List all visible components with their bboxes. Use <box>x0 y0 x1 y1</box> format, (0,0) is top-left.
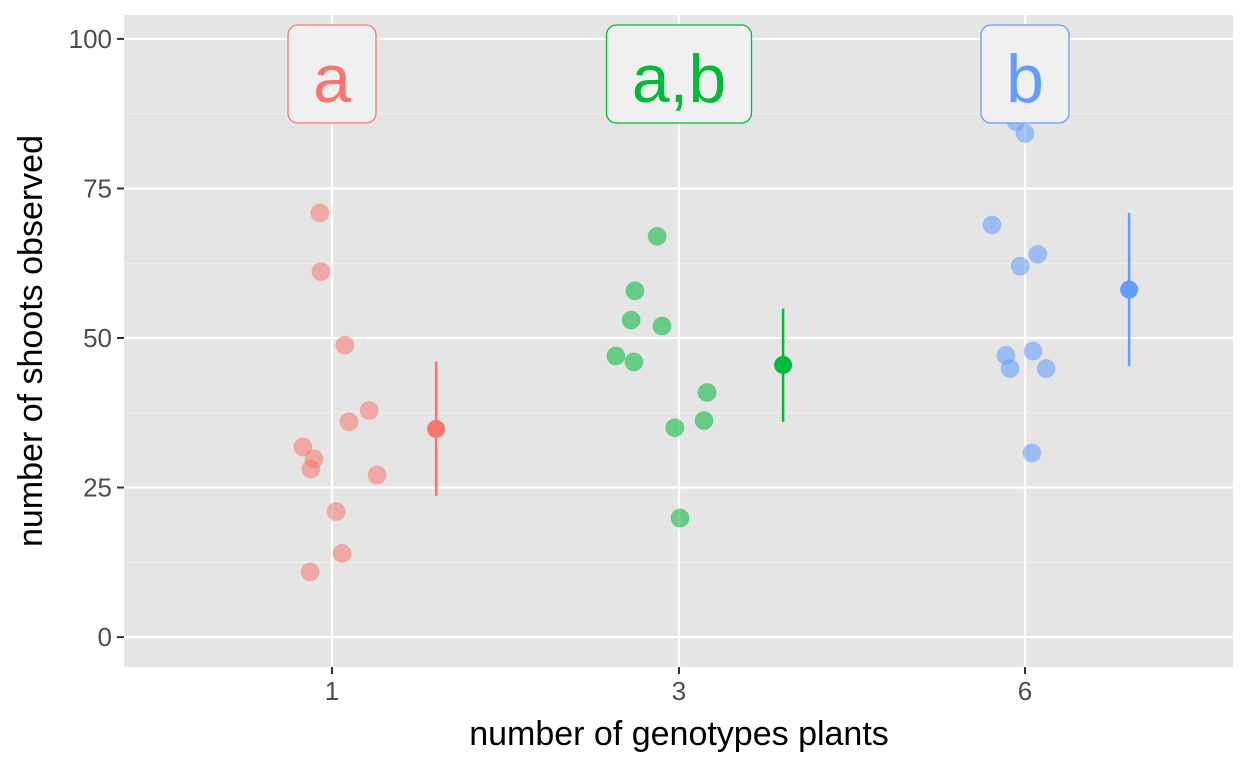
data-point <box>624 352 644 372</box>
data-point <box>665 418 685 438</box>
mean-point <box>427 419 446 438</box>
data-point <box>1010 256 1030 276</box>
data-point <box>339 412 359 432</box>
mean-point <box>774 355 793 374</box>
x-tick-label: 1 <box>325 676 339 706</box>
x-tick-label: 6 <box>1018 676 1032 706</box>
data-point <box>652 316 672 336</box>
significance-label-box <box>980 24 1070 124</box>
data-point <box>625 281 645 301</box>
significance-label-box <box>287 24 377 124</box>
data-point <box>621 310 641 330</box>
data-point <box>332 543 352 563</box>
data-marks: a a,b b <box>287 24 1139 582</box>
significance-label: a <box>313 41 351 117</box>
data-point <box>367 465 387 485</box>
y-tick-label: 50 <box>83 323 112 353</box>
data-point <box>300 562 320 582</box>
mean-point <box>1120 280 1139 299</box>
y-axis-label: number of shoots observed <box>12 135 50 547</box>
data-point <box>982 215 1002 235</box>
axes: 0 25 50 75 100 1 3 6 <box>69 24 1033 706</box>
data-point <box>301 459 321 479</box>
data-point <box>670 508 690 528</box>
data-point <box>606 346 626 366</box>
data-point <box>311 262 331 282</box>
y-tick-label: 75 <box>83 173 112 203</box>
data-point <box>293 437 313 457</box>
y-tick-label: 25 <box>83 473 112 503</box>
significance-label: b <box>1006 41 1044 117</box>
data-point <box>326 501 346 521</box>
y-tick-label: 0 <box>98 622 112 652</box>
data-point <box>1036 359 1056 379</box>
data-point <box>1015 123 1035 143</box>
data-point <box>694 411 714 431</box>
data-point <box>1000 359 1020 379</box>
data-point <box>1022 443 1042 463</box>
data-point <box>310 203 330 223</box>
x-tick-label: 3 <box>672 676 686 706</box>
data-point <box>697 382 717 402</box>
data-point <box>1028 244 1048 264</box>
y-tick-label: 100 <box>69 24 112 54</box>
data-point <box>1023 341 1043 361</box>
data-point <box>335 335 355 355</box>
significance-label-box <box>605 24 753 124</box>
data-point <box>647 226 667 246</box>
data-point <box>359 400 379 420</box>
significance-label: a,b <box>632 41 727 117</box>
x-axis-label: number of genotypes plants <box>469 715 889 753</box>
